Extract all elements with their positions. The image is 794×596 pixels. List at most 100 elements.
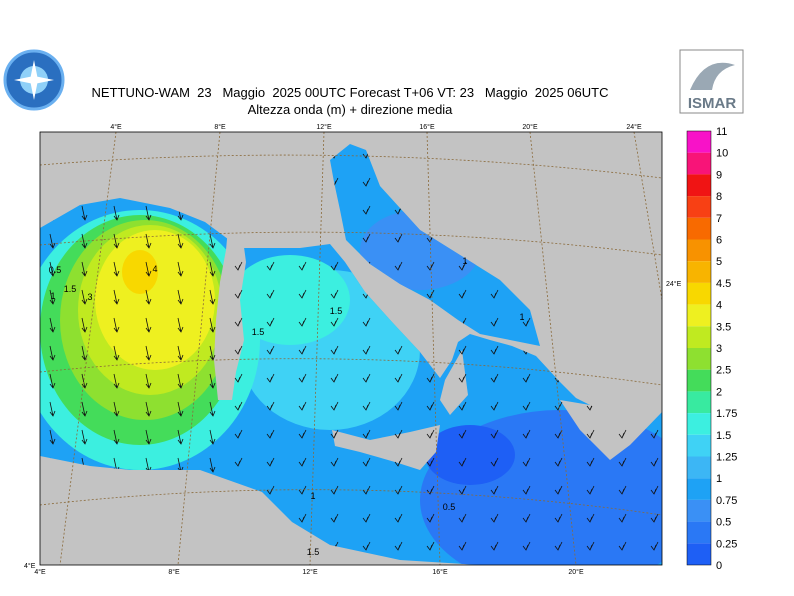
- arrow: [81, 205, 88, 221]
- arrow: [81, 261, 88, 277]
- arrow: [394, 261, 403, 271]
- arrow: [426, 541, 435, 551]
- colorbar-swatch: [687, 391, 711, 414]
- map-frame: [39, 131, 663, 566]
- arrow: [266, 345, 275, 355]
- colorbar-label: 0.5: [716, 517, 731, 529]
- arrow: [209, 289, 216, 305]
- arrow: [177, 429, 184, 445]
- arrow: [234, 457, 243, 467]
- arrow: [458, 401, 467, 411]
- arrow: [49, 429, 56, 445]
- arrow: [113, 233, 120, 249]
- colorbar-swatch: [687, 282, 711, 305]
- arrow: [234, 261, 243, 271]
- arrow: [458, 457, 467, 467]
- arrow: [362, 457, 371, 467]
- arrow: [266, 429, 275, 439]
- arrow: [426, 485, 435, 495]
- arrow: [81, 401, 88, 417]
- arrow: [177, 261, 184, 277]
- contour-label: 1: [50, 291, 55, 301]
- arrow: [490, 317, 499, 327]
- arrow: [522, 401, 531, 411]
- arrow: [554, 513, 563, 523]
- colorbar-swatch: [687, 521, 711, 544]
- arrow: [81, 233, 88, 249]
- arrow: [554, 457, 563, 467]
- arrow: [362, 513, 371, 523]
- arrow: [394, 373, 403, 383]
- arrow: [298, 401, 307, 411]
- arrow: [209, 233, 216, 249]
- arrow: [490, 457, 499, 467]
- logo-text: ISMAR: [688, 95, 737, 112]
- colorbar-swatch: [687, 326, 711, 348]
- sicily: [332, 425, 440, 470]
- top-lon-label: 24°E: [626, 123, 642, 131]
- colorbar-swatch: [687, 434, 711, 457]
- sardinia-corsica: [214, 228, 246, 400]
- arrow: [113, 429, 120, 445]
- colorbar-label: 10: [716, 148, 728, 160]
- arrow: [145, 317, 152, 333]
- arrow: [209, 261, 216, 277]
- arrow: [490, 485, 499, 495]
- arrow: [522, 485, 531, 495]
- contour-label: 1.5: [307, 547, 320, 557]
- arrow: [81, 345, 88, 361]
- arrow: [586, 541, 595, 551]
- colorbar: 11 10 9 8 7 6 5 4.5 4 3.5 3 2.5 2 1.75 1.5 1.25 1 0.75 0.5…: [686, 126, 737, 572]
- contour-label: 1: [519, 312, 524, 322]
- right-label: 24°E: [666, 280, 682, 288]
- colorbar-label: 3.5: [716, 321, 731, 333]
- arrow: [522, 429, 531, 439]
- arrow: [426, 373, 435, 383]
- arrow: [394, 233, 403, 243]
- arrow: [394, 541, 403, 551]
- arrow: [586, 513, 595, 523]
- arrow: [266, 373, 275, 383]
- arrow: [618, 429, 627, 439]
- colorbar-swatch: [687, 174, 711, 197]
- arrow: [298, 345, 307, 355]
- arrow: [177, 289, 184, 305]
- arrow: [113, 289, 120, 305]
- arrow: [330, 289, 339, 299]
- colorbar-swatch: [687, 456, 711, 479]
- colorbar-label: 4: [716, 300, 722, 312]
- arrow: [362, 541, 371, 551]
- arrow: [650, 541, 659, 551]
- logo-left: [3, 49, 65, 111]
- arrow: [330, 513, 339, 523]
- arrow: [298, 261, 307, 271]
- arrow: [426, 289, 435, 299]
- arrow: [298, 457, 307, 467]
- arrow: [490, 513, 499, 523]
- arrow: [618, 541, 627, 551]
- arrow: [145, 289, 152, 305]
- arrow: [490, 429, 499, 439]
- arrow: [362, 373, 371, 383]
- colorbar-label: 0.75: [716, 495, 737, 507]
- arrow: [650, 457, 659, 467]
- arrow: [490, 289, 499, 299]
- arrow: [234, 345, 243, 355]
- colorbar-swatch: [687, 369, 711, 392]
- arrow: [362, 317, 371, 327]
- contour-label: 4: [152, 264, 157, 274]
- arrow: [81, 317, 88, 333]
- arrow: [49, 373, 56, 389]
- bottom-lon-label: 8°E: [168, 568, 180, 576]
- arrow: [266, 289, 275, 299]
- arrow: [177, 401, 184, 417]
- arrow: [458, 289, 467, 299]
- arrow: [458, 485, 467, 495]
- arrow: [618, 457, 627, 467]
- arrow: [362, 233, 371, 243]
- colorbar-label: 7: [716, 213, 722, 225]
- arrow: [49, 401, 56, 417]
- arrow: [394, 345, 403, 355]
- arrow: [113, 205, 120, 221]
